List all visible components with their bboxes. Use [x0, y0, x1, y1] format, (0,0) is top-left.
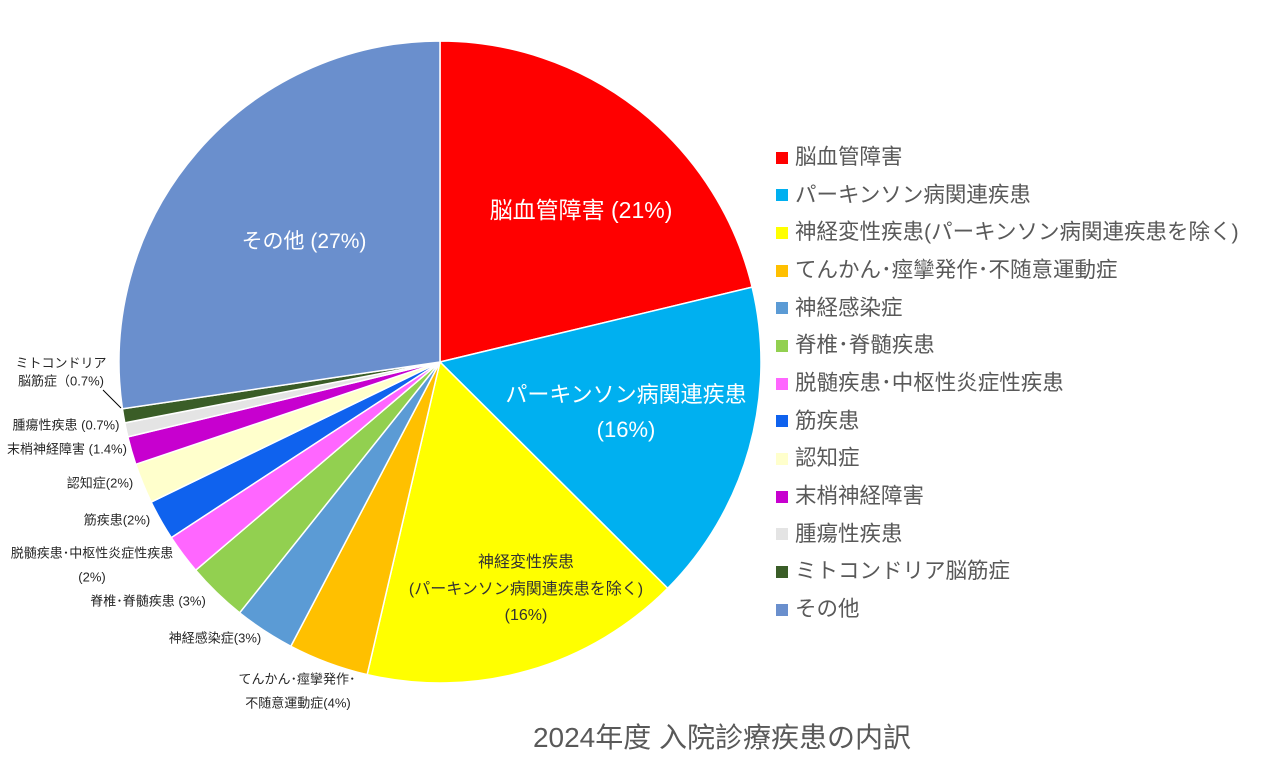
chart-legend: 脳血管障害 パーキンソン病関連疾患 神経変性疾患(パーキンソン病関連疾患を除く)… [776, 139, 1239, 629]
legend-item-neurodegenerative: 神経変性疾患(パーキンソン病関連疾患を除く) [776, 214, 1239, 252]
legend-swatch [776, 415, 788, 428]
data-label-line: (パーキンソン病関連疾患を除く) [409, 580, 643, 598]
data-label-demyelinating: 脱髄疾患･中枢性炎症性疾患 (2%) [11, 546, 174, 585]
data-label-line: 神経変性疾患 [478, 553, 574, 571]
legend-label: その他 [795, 596, 860, 621]
legend-label: 脳血管障害 [795, 145, 903, 170]
data-label-line: その他 (27%) [242, 230, 367, 253]
chart-title: 2024年度 入院診療疾患の内訳 [532, 722, 912, 753]
data-label-line: 神経感染症(3%) [169, 631, 261, 646]
legend-label: ミトコンドリア脳筋症 [795, 559, 1011, 584]
pie-slices [118, 40, 762, 684]
legend-swatch [776, 264, 788, 277]
leader-line [102, 389, 122, 409]
data-label-line: 不随意運動症(4%) [245, 696, 350, 711]
legend-item-spine-spinal-cord: 脊椎･脊髄疾患 [776, 327, 1239, 365]
data-label-line: 脊椎･脊髄疾患 (3%) [90, 594, 206, 609]
data-label-line: 認知症(2%) [67, 476, 133, 491]
data-label-line: (16%) [597, 417, 656, 442]
legend-item-other: その他 [776, 591, 1239, 629]
legend-item-dementia: 認知症 [776, 440, 1239, 478]
legend-swatch [776, 227, 788, 240]
data-labels: 脳血管障害 (21%) パーキンソン病関連疾患 (16%) 神経変性疾患 (パーキン… [7, 197, 747, 711]
legend-item-cerebrovascular: 脳血管障害 [776, 139, 1239, 177]
data-label-line: 脳血管障害 (21%) [490, 197, 673, 223]
legend-swatch [776, 151, 788, 164]
legend-swatch [776, 340, 788, 353]
legend-swatch [776, 490, 788, 503]
data-label-peripheral-neuropathy: 末梢神経障害 (1.4%) [7, 442, 127, 457]
legend-item-parkinson-related: パーキンソン病関連疾患 [776, 177, 1239, 215]
data-label-other: その他 (27%) [242, 230, 367, 253]
data-label-line: ミトコンドリア [15, 356, 106, 371]
legend-item-epilepsy-seizure-movement: てんかん･痙攣発作･不随意運動症 [776, 252, 1239, 290]
data-label-muscle-disease: 筋疾患(2%) [84, 513, 150, 528]
legend-swatch [776, 302, 788, 315]
legend-label: 神経感染症 [795, 295, 903, 320]
pie-slice-other [118, 40, 441, 410]
legend-label: 神経変性疾患(パーキンソン病関連疾患を除く) [795, 220, 1239, 245]
data-label-line: 脳筋症（0.7%) [18, 374, 104, 389]
legend-item-peripheral-neuropathy: 末梢神経障害 [776, 478, 1239, 516]
legend-label: 末梢神経障害 [795, 483, 925, 508]
legend-label: てんかん･痙攣発作･不随意運動症 [795, 258, 1118, 283]
legend-label: 認知症 [795, 446, 860, 471]
legend-item-demyelinating: 脱髄疾患･中枢性炎症性疾患 [776, 365, 1239, 403]
data-label-mitochondrial-encephalomyopathy: ミトコンドリア脳筋症（0.7%) [15, 356, 106, 389]
data-label-line: 腫瘍性疾患 (0.7%) [13, 418, 120, 433]
data-label-cerebrovascular: 脳血管障害 (21%) [490, 197, 673, 223]
legend-item-mitochondrial-encephalomyopathy: ミトコンドリア脳筋症 [776, 553, 1239, 591]
data-label-line: 脱髄疾患･中枢性炎症性疾患 [11, 546, 174, 561]
pie-slice-parkinson-related [439, 286, 762, 590]
legend-label: 脱髄疾患･中枢性炎症性疾患 [795, 371, 1064, 396]
legend-swatch [776, 377, 788, 390]
data-label-line: (2%) [78, 570, 105, 585]
legend-item-muscle-disease: 筋疾患 [776, 403, 1239, 441]
legend-item-tumor: 腫瘍性疾患 [776, 516, 1239, 554]
legend-swatch [776, 453, 788, 466]
legend-label: 腫瘍性疾患 [795, 521, 903, 546]
data-label-line: (16%) [505, 607, 548, 624]
pie-slice-cerebrovascular [439, 40, 753, 363]
legend-label: 筋疾患 [795, 408, 860, 433]
data-label-neurodegenerative: 神経変性疾患 (パーキンソン病関連疾患を除く) (16%) [409, 553, 643, 624]
data-label-line: 筋疾患(2%) [84, 513, 150, 528]
legend-swatch [776, 603, 788, 616]
data-label-line: てんかん･痙攣発作･ [238, 672, 355, 687]
data-label-dementia: 認知症(2%) [67, 476, 133, 491]
data-label-line: 末梢神経障害 (1.4%) [7, 442, 127, 457]
legend-label: 脊椎･脊髄疾患 [795, 333, 935, 358]
legend-swatch [776, 528, 788, 541]
data-label-parkinson-related: パーキンソン病関連疾患 (16%) [505, 382, 746, 442]
legend-swatch [776, 189, 788, 202]
data-label-tumor: 腫瘍性疾患 (0.7%) [13, 418, 120, 433]
data-label-neuro-infection: 神経感染症(3%) [169, 631, 261, 646]
legend-swatch [776, 566, 788, 579]
legend-label: パーキンソン病関連疾患 [795, 182, 1031, 207]
pie-slice-neurodegenerative [366, 361, 669, 684]
data-label-spine-spinal-cord: 脊椎･脊髄疾患 (3%) [90, 594, 206, 609]
data-label-line: パーキンソン病関連疾患 [505, 382, 746, 407]
legend-item-neuro-infection: 神経感染症 [776, 290, 1239, 328]
data-label-epilepsy-seizure-movement: てんかん･痙攣発作･ 不随意運動症(4%) [238, 672, 355, 711]
